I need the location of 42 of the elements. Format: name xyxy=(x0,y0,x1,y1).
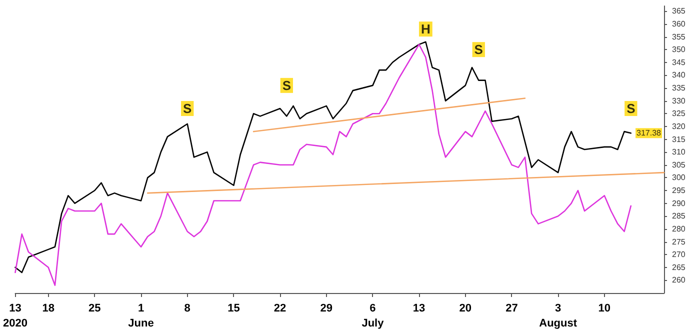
x-tick-label: 22 xyxy=(274,302,286,314)
x-tick-label: 1 June xyxy=(128,302,154,330)
y-tick-label: 270 xyxy=(672,250,686,260)
x-tick-label: 18 xyxy=(42,302,54,314)
annotation: S xyxy=(183,101,192,116)
y-tick-label: 290 xyxy=(672,198,686,208)
y-tick-label: 335 xyxy=(672,84,686,92)
x-tick-label: 8 xyxy=(184,302,190,314)
y-tick-label: 365 xyxy=(672,6,686,16)
annotation: H xyxy=(420,22,430,37)
y-tick-label: 330 xyxy=(672,96,686,106)
x-tick-label: 10 xyxy=(598,302,611,314)
y-tick-label: 355 xyxy=(672,32,686,42)
y-tick-label: 295 xyxy=(672,186,686,195)
annotation: S xyxy=(282,78,292,93)
x-tick-label: 27 xyxy=(506,302,518,314)
x-tick-label: 6 July xyxy=(362,302,385,330)
y-tick-label: 265 xyxy=(672,262,686,272)
x-tick-label: 15 xyxy=(228,302,240,314)
x-tick-label: 13 2020 xyxy=(2,302,28,330)
x-tick-label: 3 August xyxy=(539,302,578,330)
y-tick-label: 345 xyxy=(672,58,686,67)
x-tick-label: 13 xyxy=(412,302,426,314)
y-tick-label: 280 xyxy=(672,224,686,234)
y-tick-label: 325 xyxy=(672,109,686,118)
y-tick-label: 310 xyxy=(672,148,686,157)
y-tick-label: 260 xyxy=(672,276,686,285)
annotation: S xyxy=(474,42,484,58)
x-tick-label: 25 xyxy=(88,302,101,314)
y-tick-label: 350 xyxy=(672,45,686,54)
x-tick-label: 20 xyxy=(459,302,472,314)
y-tick-label: 315 xyxy=(672,134,686,144)
annotation: S xyxy=(626,101,636,116)
annotation: 317.38 xyxy=(636,128,662,138)
y-tick-label: 320 xyxy=(672,122,686,131)
y-tick-label: 285 xyxy=(672,212,686,221)
y-tick-label: 340 xyxy=(672,70,686,80)
y-tick-label: 360 xyxy=(672,19,686,28)
y-tick-label: 275 xyxy=(672,237,686,246)
y-tick-label: 305 xyxy=(672,160,686,170)
y-tick-label: 300 xyxy=(672,173,686,182)
x-tick-label: 29 xyxy=(320,302,333,314)
